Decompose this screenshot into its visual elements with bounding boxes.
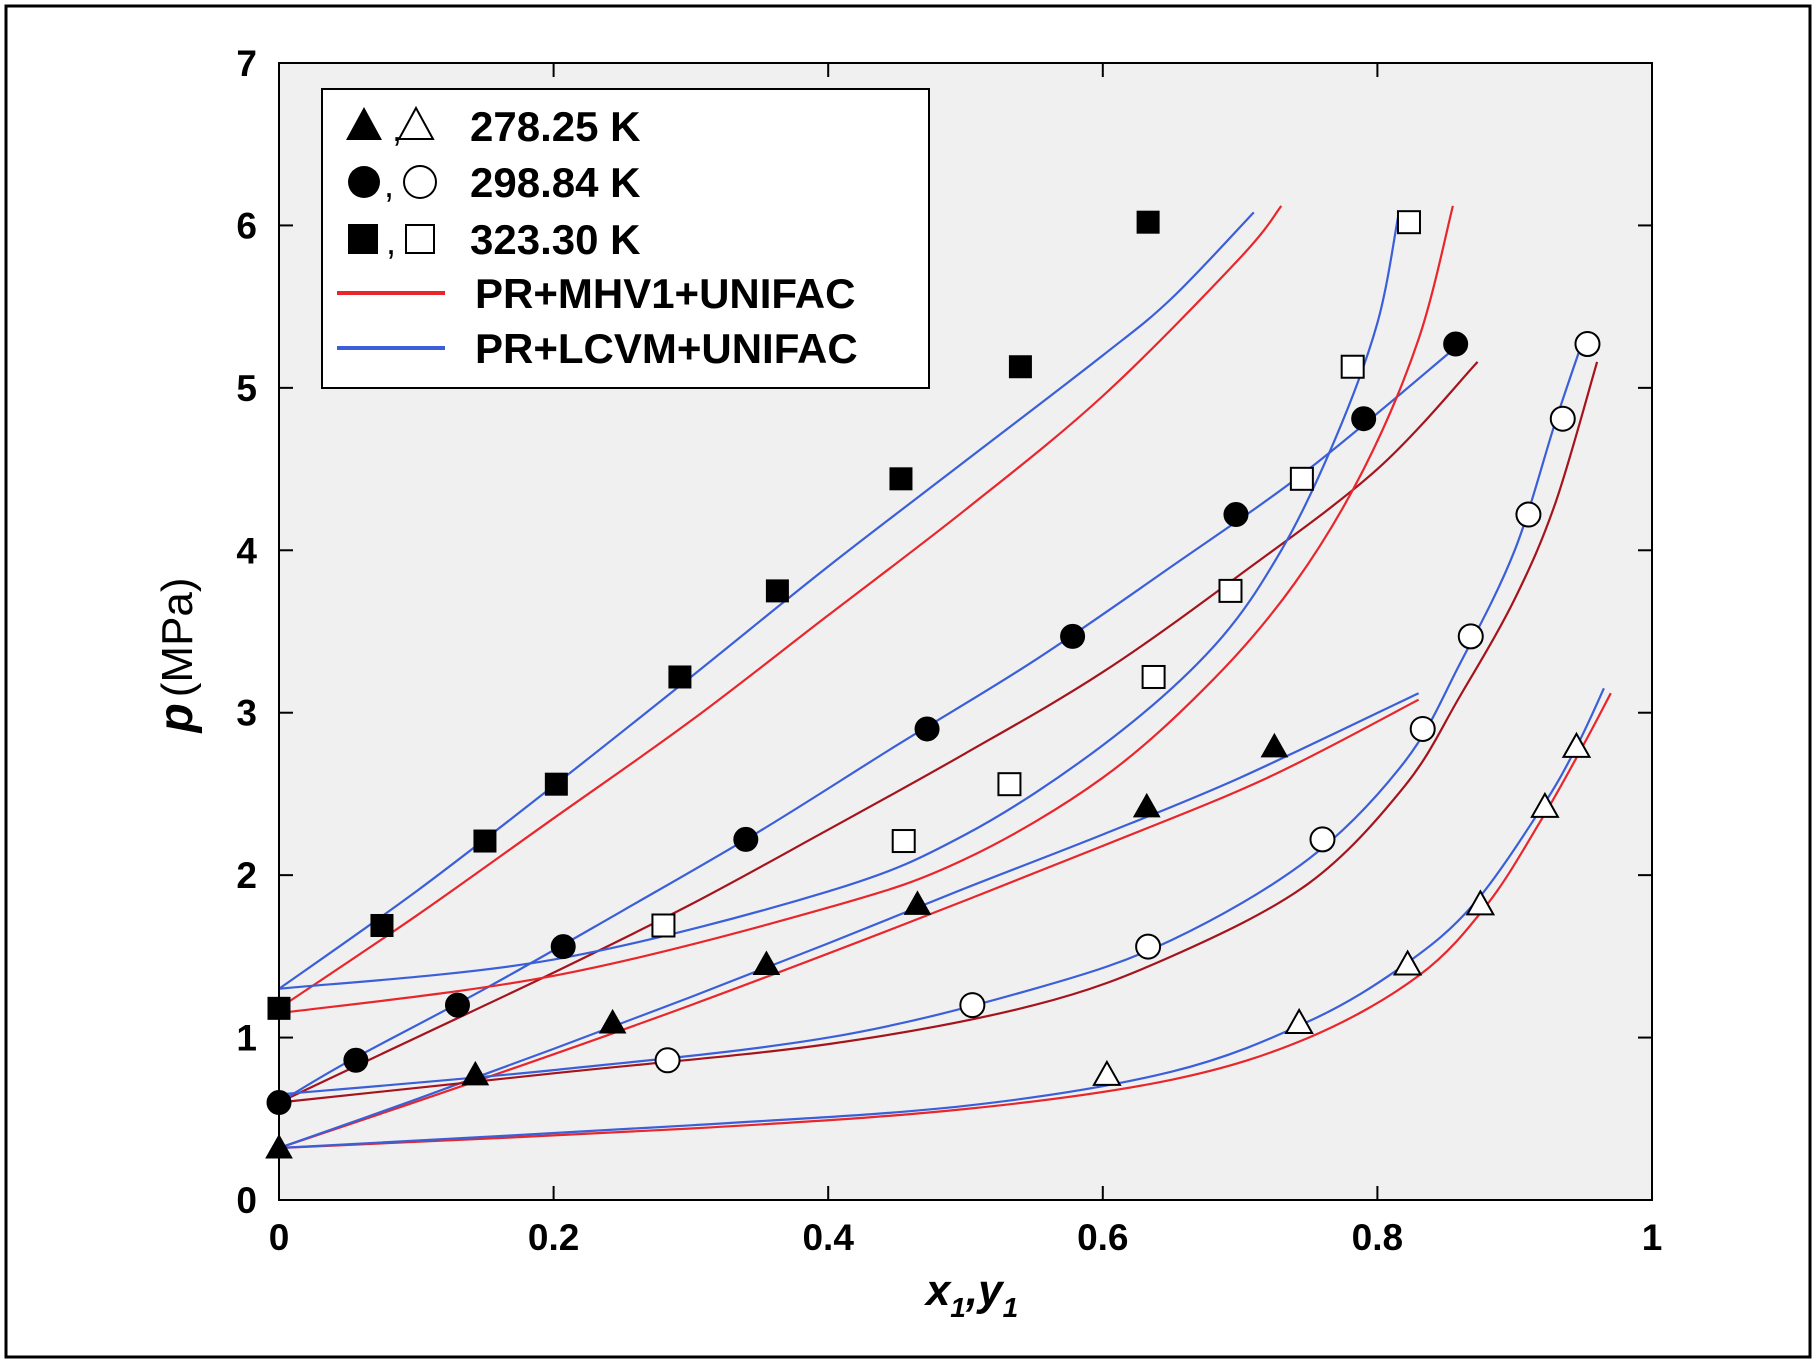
legend-sep-3: , bbox=[386, 221, 396, 262]
data-point-circle-filled bbox=[733, 826, 759, 852]
data-point-circle-filled bbox=[444, 992, 470, 1018]
plot-frame bbox=[278, 62, 1653, 1201]
x-axis-ticks: 0 0.2 0.4 0.6 0.8 1 bbox=[269, 63, 1663, 1258]
data-point-circle-filled bbox=[343, 1047, 369, 1073]
legend-label-lcvm: PR+LCVM+UNIFAC bbox=[475, 325, 858, 372]
data-point-circle-open bbox=[1515, 501, 1542, 528]
x-tick-label: 0.8 bbox=[1352, 1217, 1403, 1258]
data-point-triangle-filled bbox=[752, 950, 781, 975]
data-point-circle-filled bbox=[1060, 623, 1086, 649]
x-tick-label: 1 bbox=[1642, 1217, 1663, 1258]
data-point-circle-filled bbox=[1223, 502, 1249, 528]
x-tick-label: 0.6 bbox=[1077, 1217, 1128, 1258]
data-point-triangle-open bbox=[1561, 731, 1592, 758]
data-point-square-open bbox=[997, 772, 1022, 797]
x-tick-label: 0.2 bbox=[528, 1217, 579, 1258]
x-axis-label-sep: , bbox=[965, 1266, 978, 1315]
x-axis-label-y: y bbox=[976, 1266, 1005, 1315]
legend-sep-1: , bbox=[392, 108, 402, 149]
legend-sep-2: , bbox=[384, 164, 394, 205]
data-point-square-filled bbox=[668, 665, 692, 689]
data-point-circle-open bbox=[1135, 933, 1162, 960]
data-point-square-open bbox=[651, 913, 676, 938]
data-point-circle-filled bbox=[1351, 406, 1377, 432]
data-point-square-open bbox=[1396, 210, 1421, 235]
y-tick-label: 1 bbox=[236, 1018, 257, 1059]
data-point-square-filled bbox=[889, 467, 913, 491]
data-point-square-open bbox=[1289, 466, 1314, 491]
legend-circle-filled-icon bbox=[348, 166, 380, 198]
data-point-circle-filled bbox=[914, 716, 940, 742]
data-point-circle-open bbox=[1309, 826, 1336, 853]
legend: , 278.25 K , 298.84 K , 323.30 K PR+MHV1… bbox=[321, 88, 930, 389]
y-tick-label: 2 bbox=[236, 855, 257, 896]
data-point-triangle-filled bbox=[1132, 792, 1161, 818]
legend-label-298: 298.84 K bbox=[470, 159, 640, 206]
data-point-square-filled bbox=[544, 772, 568, 796]
lcvm-dew-curve bbox=[278, 338, 1585, 1096]
y-axis-label: p (MPa) bbox=[150, 577, 203, 734]
data-point-triangle-open bbox=[1530, 791, 1560, 818]
data-point-triangle-open bbox=[1284, 1007, 1314, 1034]
legend-triangle-filled-icon bbox=[346, 107, 382, 140]
data-point-triangle-open bbox=[1465, 889, 1496, 916]
y-tick-label: 7 bbox=[236, 43, 257, 84]
x-axis-label-sub2: 1 bbox=[1003, 1292, 1019, 1323]
legend-triangle-open-icon bbox=[397, 105, 435, 140]
data-point-circle-open bbox=[1574, 331, 1601, 358]
data-point-circle-open bbox=[1549, 405, 1576, 432]
legend-square-filled-icon bbox=[348, 224, 378, 254]
data-point-circle-open bbox=[1409, 715, 1436, 742]
y-tick-label: 5 bbox=[236, 368, 257, 409]
lcvm-dew-curve bbox=[278, 217, 1400, 990]
y-tick-label: 4 bbox=[236, 530, 257, 571]
data-point-triangle-open bbox=[1392, 949, 1423, 976]
data-point-square-open bbox=[1218, 578, 1243, 603]
y-axis-label-unit: (MPa) bbox=[153, 577, 202, 697]
x-axis-label-sub1: 1 bbox=[950, 1292, 966, 1323]
x-tick-label: 0.4 bbox=[802, 1217, 854, 1258]
mhv1-bubble-curve bbox=[278, 205, 1283, 1010]
experimental-markers bbox=[265, 210, 1601, 1159]
mhv1-dew-curve bbox=[278, 205, 1454, 1015]
data-point-square-filled bbox=[1008, 355, 1032, 379]
data-point-triangle-filled bbox=[461, 1060, 490, 1086]
data-point-square-filled bbox=[765, 579, 789, 603]
legend-square-open-icon bbox=[405, 224, 435, 254]
data-point-square-filled bbox=[1136, 210, 1160, 234]
y-axis-ticks: 0 1 2 3 4 5 6 7 bbox=[236, 43, 1652, 1221]
mhv1-dew-curve bbox=[278, 361, 1599, 1104]
mhv1-dew-curve bbox=[278, 692, 1612, 1150]
y-tick-label: 0 bbox=[236, 1180, 257, 1221]
data-point-triangle-filled bbox=[1260, 732, 1289, 758]
x-axis-label-x: x bbox=[924, 1266, 952, 1315]
data-point-square-open bbox=[1141, 664, 1166, 689]
legend-label-323: 323.30 K bbox=[470, 216, 640, 263]
data-point-circle-open bbox=[654, 1047, 681, 1074]
y-tick-label: 6 bbox=[236, 205, 257, 246]
lcvm-bubble-curve bbox=[278, 211, 1255, 990]
data-point-circle-open bbox=[1457, 623, 1484, 650]
data-point-triangle-filled bbox=[903, 890, 932, 915]
data-point-square-filled bbox=[370, 913, 394, 937]
y-tick-label: 3 bbox=[236, 693, 257, 734]
legend-circle-open-icon bbox=[403, 165, 437, 199]
mhv1-bubble-curve bbox=[278, 361, 1479, 1104]
legend-label-278: 278.25 K bbox=[470, 103, 640, 150]
data-point-circle-filled bbox=[1443, 331, 1469, 357]
y-axis-label-p: p bbox=[150, 703, 203, 734]
data-point-triangle-filled bbox=[598, 1008, 627, 1034]
data-point-square-open bbox=[1340, 354, 1365, 379]
data-point-triangle-open bbox=[1092, 1059, 1122, 1086]
data-point-square-open bbox=[891, 829, 916, 854]
data-point-square-filled bbox=[473, 829, 497, 853]
data-point-circle-open bbox=[959, 992, 986, 1019]
x-tick-label: 0 bbox=[269, 1217, 290, 1258]
legend-label-mhv1: PR+MHV1+UNIFAC bbox=[475, 270, 855, 317]
x-axis-label: x1,y1 bbox=[924, 1266, 1018, 1323]
data-point-circle-filled bbox=[550, 934, 576, 960]
